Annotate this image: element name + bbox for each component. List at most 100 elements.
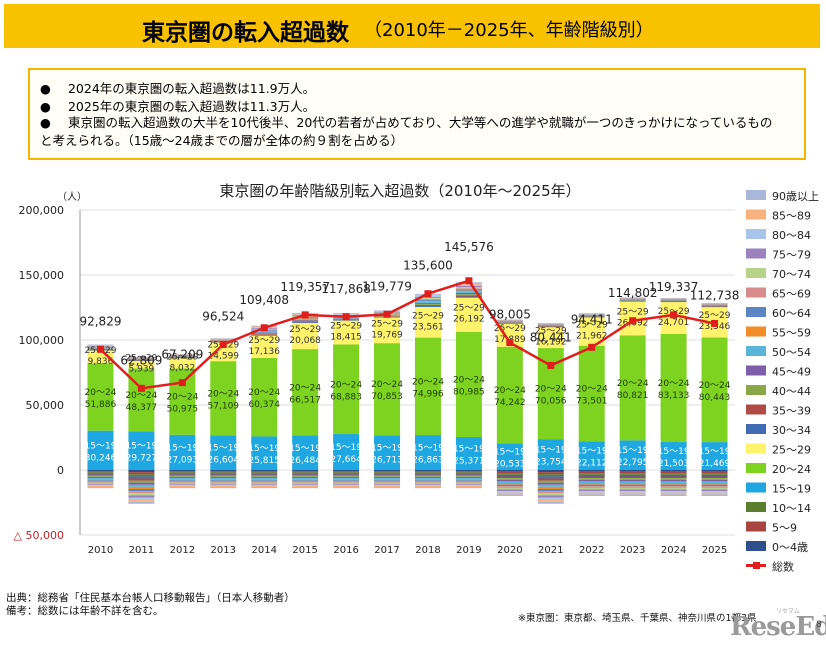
bar-segment-negative [87, 482, 114, 484]
title-bar: 東京圏の転入超過数 （2010年－2025年、年齢階級別） [4, 4, 820, 48]
bar-segment-negative [169, 476, 196, 478]
bar-segment-other [537, 324, 564, 326]
segment-label: 25～29 [535, 327, 567, 337]
bar-segment-negative [619, 494, 646, 496]
bar-segment-negative [660, 491, 687, 493]
bar-segment-other [660, 300, 687, 301]
bar-segment-other [578, 315, 605, 316]
x-tick-label: 2015 [292, 545, 317, 556]
page-title: 東京圏の転入超過数 [142, 20, 349, 46]
bar-segment-negative [619, 489, 646, 492]
note-item: ● 2025年の東京圏の転入超過数は11.3万人。 [40, 96, 315, 115]
legend-label: 0～4歳 [772, 541, 808, 554]
bar-segment-negative [496, 484, 523, 487]
bar-segment-negative [292, 477, 319, 480]
bar-segment-other [660, 299, 687, 300]
bar-segment-other [128, 357, 155, 358]
segment-label: 20～24 [535, 385, 567, 395]
bar-segment-other [619, 300, 646, 301]
bar-segment-other [660, 300, 687, 302]
bar-segment-other [537, 323, 564, 325]
bar-segment-other [537, 326, 564, 327]
bar-segment-other [496, 319, 523, 321]
bar-segment-other [455, 284, 482, 286]
bar-segment-negative [701, 489, 728, 492]
bar-segment-negative [414, 474, 441, 476]
legend-label: 65～69 [772, 288, 811, 301]
bar-segment-negative [660, 487, 687, 490]
bar-segment-other [169, 354, 196, 355]
bar-segment-negative [87, 477, 114, 480]
bar-segment-negative [374, 485, 401, 488]
bar-segment-25～29 [333, 320, 360, 345]
segment-label: 25～29 [576, 320, 608, 330]
segment-value: 19,769 [371, 330, 403, 340]
bar-segment-15～19 [619, 440, 646, 470]
bar-segment-20～24 [660, 333, 687, 443]
bar-segment-negative [251, 470, 278, 472]
segment-value: 14,599 [208, 352, 240, 362]
segment-label: 20～24 [576, 384, 608, 394]
bar-segment-negative [619, 479, 646, 482]
bar-segment-other [701, 306, 728, 307]
segment-label: 20～24 [289, 383, 321, 393]
bar-segment-negative [292, 480, 319, 482]
bar-segment-negative [414, 481, 441, 483]
bar-segment-negative [578, 491, 605, 493]
x-tick-label: 2014 [251, 545, 276, 556]
total-marker [137, 384, 145, 392]
bar-segment-negative [87, 470, 114, 472]
bar-segment-negative [660, 481, 687, 483]
bar-segment-other [578, 313, 605, 315]
bar-segment-negative [578, 474, 605, 477]
bar-segment-negative [701, 474, 728, 477]
bar-segment-25～29 [374, 317, 401, 344]
legend-swatch [746, 268, 766, 278]
bar-segment-negative [374, 475, 401, 477]
bar-segment-negative [578, 486, 605, 488]
bar-segment-negative [292, 479, 319, 481]
bar-segment-negative [619, 474, 646, 477]
segment-value: 26,863 [412, 456, 444, 466]
bar-segment-negative [537, 484, 564, 487]
total-marker [424, 290, 432, 298]
bar-segment-negative [414, 475, 441, 477]
bar-segment-negative [128, 484, 155, 487]
bar-segment-negative [455, 472, 482, 474]
bar-segment-other [537, 325, 564, 327]
x-tick-label: 2025 [702, 545, 727, 556]
bar-segment-negative [455, 477, 482, 480]
bar-segment-other [701, 305, 728, 306]
bar-segment-negative [333, 472, 360, 474]
bar-segment-other [496, 319, 523, 321]
x-tick-label: 2021 [538, 545, 563, 556]
bar-segment-negative [128, 491, 155, 494]
bar-segment-other [292, 321, 319, 323]
bar-segment-negative [660, 473, 687, 475]
segment-label: 15～19 [248, 444, 280, 454]
bar-segment-negative [210, 481, 237, 483]
bar-segment-negative [537, 478, 564, 481]
bar-segment-negative [333, 479, 360, 481]
bar-segment-negative [619, 471, 646, 474]
bar-segment-other [578, 313, 605, 315]
bar-segment-20～24 [414, 337, 441, 436]
segment-label: 20～24 [494, 386, 526, 396]
bar-segment-20～24 [292, 349, 319, 436]
bar-segment-other [619, 297, 646, 298]
bar-segment-other [128, 357, 155, 359]
bar-segment-negative [660, 492, 687, 495]
bar-segment-negative [169, 481, 196, 483]
bar-segment-other [619, 300, 646, 301]
bar-segment-negative [537, 493, 564, 496]
bar-segment-other [660, 300, 687, 302]
legend-swatch [746, 482, 766, 493]
bar-segment-negative [455, 470, 482, 472]
bar-segment-negative [374, 481, 401, 483]
bar-segment-negative [169, 471, 196, 473]
segment-label: 25～29 [166, 352, 198, 362]
bar-segment-negative [292, 472, 319, 474]
bar-segment-negative [169, 480, 196, 482]
bar-segment-other [292, 319, 319, 321]
legend-swatch [746, 521, 766, 532]
